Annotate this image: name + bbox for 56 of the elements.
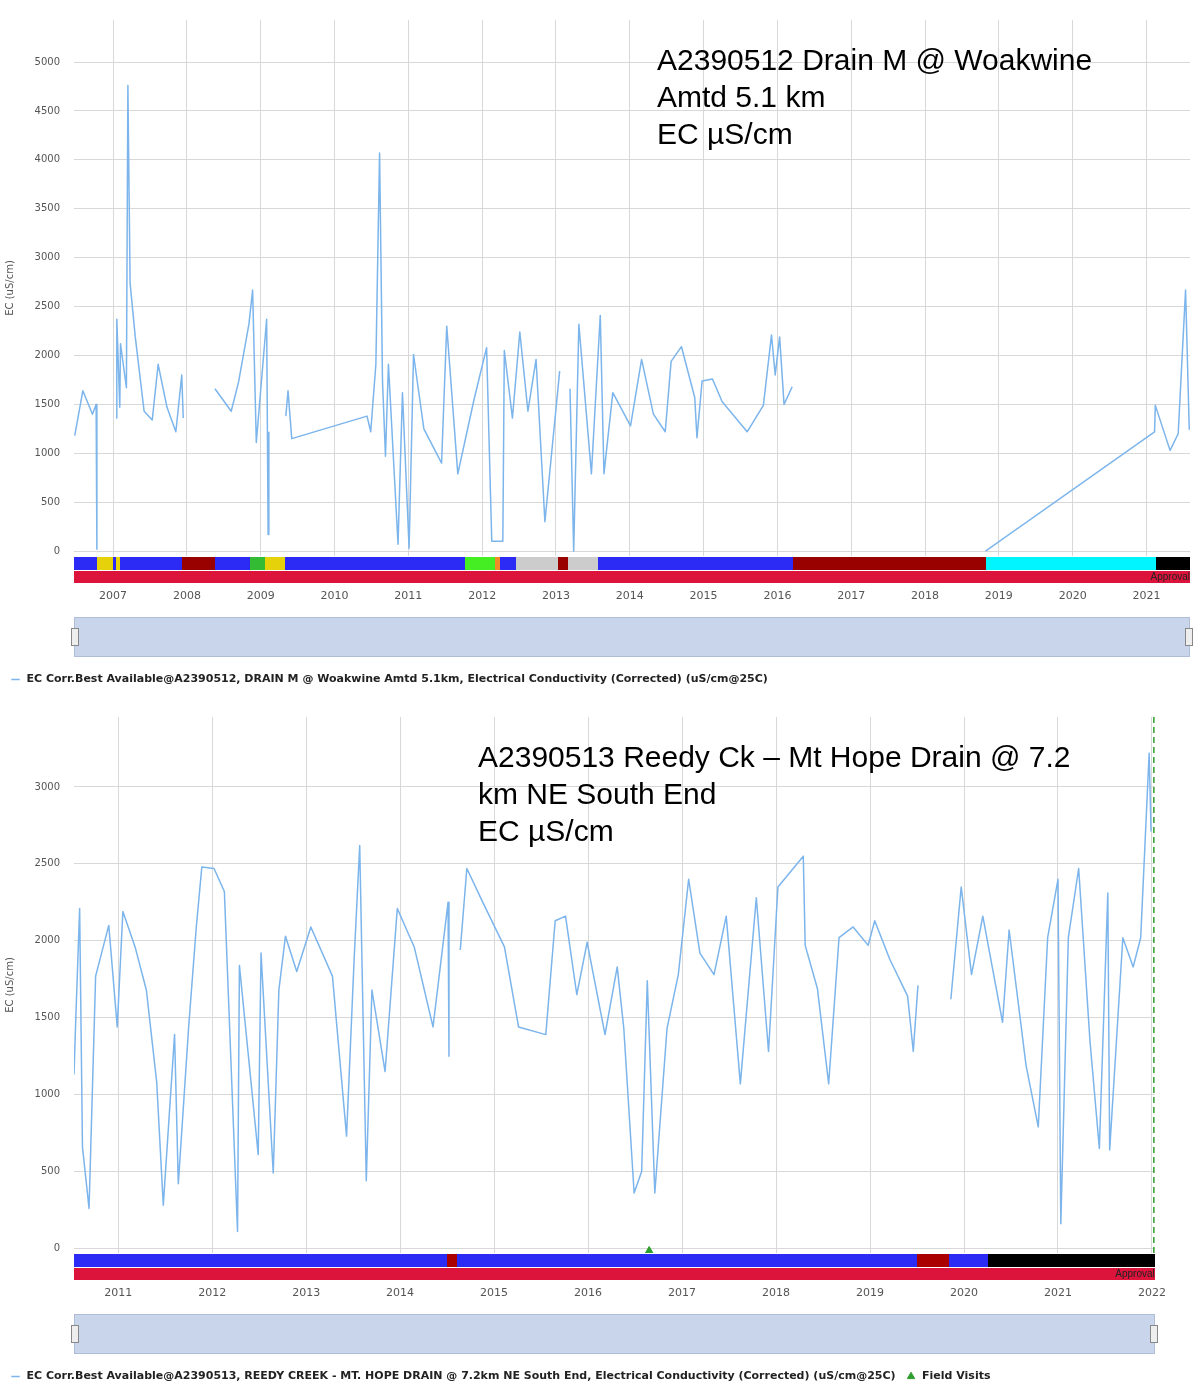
text: A2390513 Reedy Ck – Mt Hope Drain @ 7.2 km NE South End (478, 740, 1071, 810)
y-tick-label: 0 (53, 544, 60, 556)
x-tick-label: 2015 (480, 1286, 509, 1300)
y-axis-title: EC (uS/cm) (3, 260, 15, 316)
text: Approval (74, 571, 1190, 583)
x-tick-label: 2012 (198, 1286, 227, 1300)
y-tick-label: 3000 (34, 780, 60, 792)
x-tick-label: 2020 (950, 1286, 979, 1300)
x-tick-label: 2007 (99, 589, 128, 603)
x-tick-label: 2019 (984, 589, 1013, 603)
x-tick-label: 2010 (320, 589, 349, 603)
x-tick-label: 2011 (394, 589, 423, 603)
y-tick-label: 1000 (34, 1088, 60, 1100)
x-tick-label: 2015 (689, 589, 718, 603)
y-axis-title: EC (uS/cm) (3, 957, 15, 1013)
text: A2390512 Drain M @ Woakwine Amtd 5.1 km (657, 43, 1093, 113)
y-tick-label: 2000 (34, 934, 60, 946)
y-tick-label: 1000 (34, 446, 60, 458)
x-tick-label: 2013 (541, 589, 570, 603)
x-tick-label: 2018 (911, 589, 940, 603)
x-tick-label: 2012 (468, 589, 497, 603)
legend-label: EC Corr.Best Available@A2390512, DRAIN M @ Woakwine Amtd 5.1km, Electrical Conductivity (Corrected) (uS/cm@25C) (26, 672, 768, 686)
y-tick-label: 1500 (34, 1011, 60, 1023)
x-tick-label: 2014 (386, 1286, 415, 1300)
y-tick-label: 2500 (34, 857, 60, 869)
x-tick-label: 2011 (104, 1286, 133, 1300)
x-tick-label: 2021 (1043, 1286, 1072, 1300)
legend-label: EC Corr.Best Available@A2390513, REEDY CREEK - MT. HOPE DRAIN @ 7.2km NE South End, Electrical Conductivity (Corrected) (uS/cm@25C) (26, 1369, 896, 1383)
x-tick-label: 2014 (615, 589, 644, 603)
x-tick-label: 2016 (763, 589, 792, 603)
y-tick-label: 0 (53, 1241, 60, 1253)
x-tick-label: 2018 (762, 1286, 791, 1300)
x-tick-label: 2022 (1137, 1286, 1166, 1300)
y-tick-label: 500 (40, 495, 60, 507)
y-tick-label: 5000 (34, 55, 60, 67)
x-tick-label: 2019 (856, 1286, 885, 1300)
y-tick-label: 2000 (34, 349, 60, 361)
y-tick-label: 4000 (34, 153, 60, 165)
x-tick-label: 2016 (574, 1286, 603, 1300)
y-tick-label: 2500 (34, 300, 60, 312)
x-tick-label: 2013 (292, 1286, 321, 1300)
y-tick-label: 4500 (34, 104, 60, 116)
x-tick-label: 2017 (837, 589, 866, 603)
text: EC µS/cm (478, 814, 614, 847)
x-tick-label: 2008 (172, 589, 201, 603)
x-tick-label: 2021 (1132, 589, 1161, 603)
y-tick-label: 3000 (34, 251, 60, 263)
y-tick-label: 500 (40, 1165, 60, 1177)
legend-label: Field Visits (922, 1369, 991, 1383)
x-tick-label: 2017 (668, 1286, 697, 1300)
text: EC µS/cm (657, 117, 793, 150)
y-tick-label: 1500 (34, 397, 60, 409)
text: Approval (74, 1268, 1155, 1280)
y-tick-label: 3500 (34, 202, 60, 214)
x-tick-label: 2020 (1058, 589, 1087, 603)
x-tick-label: 2009 (246, 589, 275, 603)
